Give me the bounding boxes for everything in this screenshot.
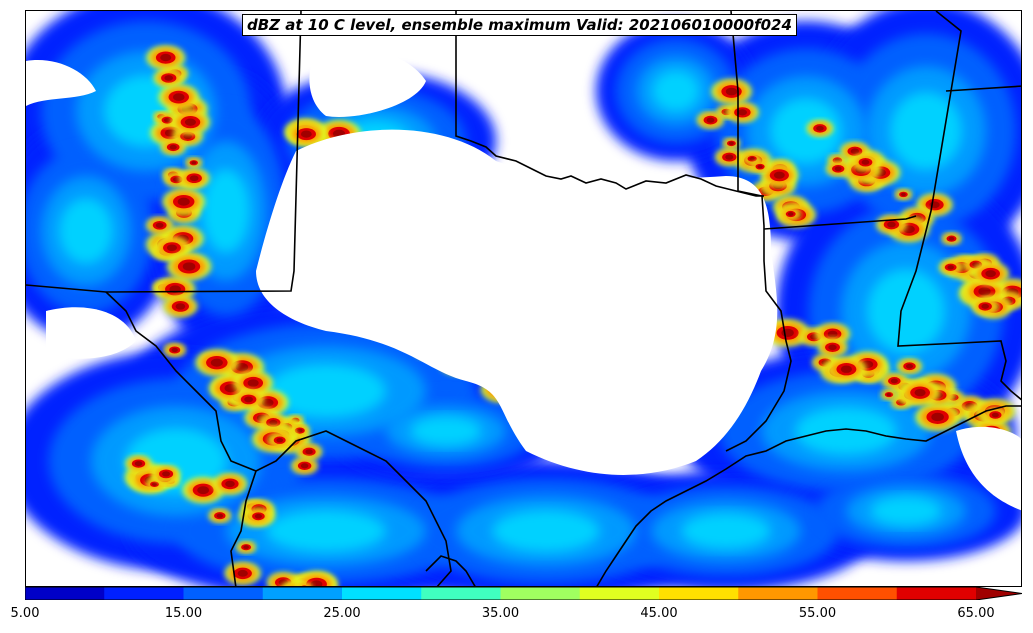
colorbar-segment	[342, 587, 422, 600]
colorbar-segment	[659, 587, 739, 600]
colorbar-segment	[817, 587, 898, 600]
colorbar-tick-label: 35.00	[481, 606, 520, 621]
reflectivity-map	[25, 10, 1022, 587]
map-title: dBZ at 10 C level, ensemble maximum Vali…	[242, 14, 797, 36]
colorbar-tick-label: 25.00	[323, 606, 361, 621]
colorbar-segment	[738, 587, 818, 600]
boundaries	[26, 11, 1021, 586]
clear-region	[26, 47, 1021, 511]
map-canvas	[26, 11, 1021, 586]
colorbar-segment	[262, 587, 343, 600]
colorbar-segment	[183, 587, 264, 600]
colorbar-tick-label: 55.00	[798, 606, 837, 621]
colorbar-extend-triangle	[976, 587, 1022, 600]
colorbar-tick-label: 5.00	[10, 606, 40, 621]
colorbar-segment	[896, 587, 977, 600]
colorbar-tick-label: 65.00	[957, 606, 995, 621]
colorbar	[25, 587, 1022, 600]
colorbar-segment	[25, 587, 105, 600]
colorbar-segment	[421, 587, 501, 600]
colorbar-segment	[104, 587, 184, 600]
storm-cells	[124, 45, 1021, 586]
colorbar-segment	[500, 587, 581, 600]
colorbar-segment	[579, 587, 660, 600]
colorbar-tick-label: 15.00	[164, 606, 203, 621]
colorbar-tick-label: 45.00	[640, 606, 678, 621]
